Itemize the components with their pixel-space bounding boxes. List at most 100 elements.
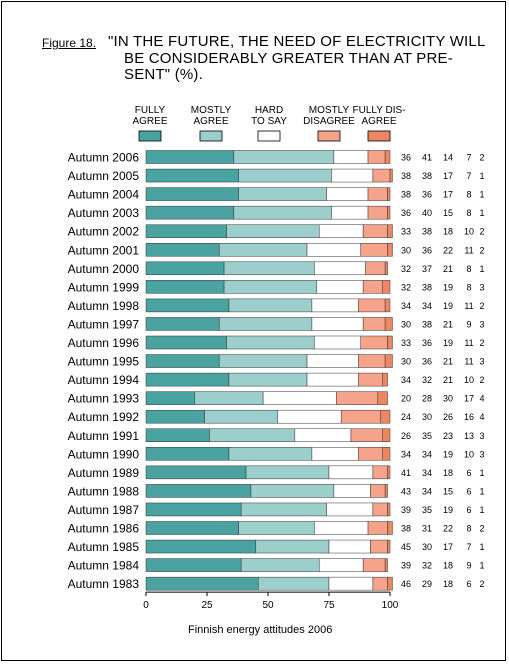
bar-segment: [387, 465, 391, 480]
bar-segment: [384, 150, 391, 164]
bar-segment: [362, 224, 388, 238]
data-label: 6: [466, 579, 471, 589]
data-label: 38: [401, 190, 411, 200]
data-label: 41: [422, 153, 432, 163]
bar-segment: [367, 205, 388, 220]
data-label: 3: [479, 449, 484, 459]
data-label: 34: [401, 375, 411, 385]
row-label: Autumn 2005: [68, 169, 140, 183]
bar-segment: [333, 484, 371, 498]
row-label: Autumn 1993: [68, 392, 140, 406]
bar-segment: [145, 205, 235, 220]
data-label: 34: [422, 486, 432, 496]
bar-segment: [389, 168, 393, 183]
row-label: Autumn 1990: [68, 447, 140, 461]
data-label: 43: [401, 486, 411, 496]
bar-segment: [367, 150, 386, 164]
data-label: 32: [422, 561, 432, 571]
bar-segment: [370, 539, 388, 554]
bar-segment: [382, 372, 388, 387]
data-label: 29: [422, 579, 432, 589]
data-label: 3: [479, 319, 484, 329]
data-label: 18: [443, 579, 453, 589]
bar-segment: [387, 576, 393, 591]
data-label: 22: [443, 524, 453, 534]
title-line-3: SENT" (%).: [124, 66, 203, 83]
bar-segment: [250, 484, 335, 498]
legend-label-2: AGREE: [193, 116, 228, 127]
bar-segment: [311, 298, 359, 313]
bar-segment: [238, 168, 332, 183]
row-label: Autumn 2006: [68, 151, 140, 165]
data-label: 1: [479, 468, 484, 478]
data-label: 34: [401, 449, 411, 459]
x-tick-label: 100: [382, 600, 399, 611]
x-tick-label: 25: [201, 600, 213, 611]
data-label: 15: [443, 486, 453, 496]
legend-label-5: FULLY DIS-: [353, 105, 406, 116]
bar-segment: [145, 224, 227, 238]
row-label: Autumn 2003: [68, 206, 140, 220]
row-label: Autumn 1988: [68, 484, 140, 498]
bar-segment: [331, 168, 374, 183]
bar-segment: [145, 558, 242, 572]
data-label: 33: [401, 227, 411, 237]
legend-label-3: HARD: [255, 105, 283, 116]
data-label: 39: [401, 561, 411, 571]
bar-segment: [294, 428, 352, 442]
data-label: 39: [401, 505, 411, 515]
row-label: Autumn 1985: [68, 540, 140, 554]
bar-segment: [145, 428, 210, 442]
data-label: 4: [479, 412, 484, 422]
data-label: 38: [422, 319, 432, 329]
bar-segment: [314, 335, 361, 350]
data-label: 3: [479, 282, 484, 292]
data-label: 34: [401, 301, 411, 311]
chart-footnote: Finnish energy attitudes 2006: [188, 624, 333, 636]
data-label: 6: [466, 505, 471, 515]
bar-segment: [233, 205, 332, 220]
data-label: 30: [401, 245, 411, 255]
legend-label-1: FULLY: [135, 105, 166, 116]
bar-segment: [387, 502, 391, 517]
data-label: 2: [479, 245, 484, 255]
legend-label-5: AGREE: [361, 116, 396, 127]
bar-segment: [145, 521, 239, 535]
legend-label-1: AGREE: [132, 116, 167, 127]
data-label: 7: [466, 153, 471, 163]
data-label: 19: [443, 449, 453, 459]
data-label: 2: [479, 301, 484, 311]
legend-swatch-4: [317, 130, 341, 142]
bar-segment: [145, 150, 235, 164]
bar-segment: [370, 484, 386, 498]
bar-segment: [228, 372, 308, 387]
data-label: 46: [401, 579, 411, 589]
data-label: 19: [443, 301, 453, 311]
bar-segment: [145, 261, 225, 276]
row-label: Autumn 1986: [68, 522, 140, 536]
data-label: 1: [479, 561, 484, 571]
legend-swatch-5: [367, 130, 391, 142]
row-label: Autumn 1996: [68, 336, 140, 350]
data-label: 38: [422, 171, 432, 181]
bar-segment: [223, 261, 315, 276]
data-label: 33: [401, 338, 411, 348]
bar-segment: [204, 409, 279, 424]
bar-segment: [360, 335, 388, 350]
bar-segment: [218, 317, 313, 331]
bar-segment: [387, 205, 391, 220]
row-label: Autumn 1984: [68, 559, 140, 573]
bar-segment: [331, 205, 369, 220]
data-label: 19: [443, 282, 453, 292]
bar-segment: [358, 298, 386, 313]
data-label: 38: [401, 171, 411, 181]
bar-segment: [194, 391, 264, 405]
bar-segment: [240, 558, 320, 572]
bar-segment: [318, 558, 364, 572]
legend-swatch-1: [138, 130, 162, 142]
data-label: 11: [464, 301, 473, 311]
bar-segment: [382, 428, 391, 442]
row-label: Autumn 1994: [68, 373, 140, 387]
bar-segment: [145, 354, 220, 368]
data-label: 32: [401, 264, 411, 274]
